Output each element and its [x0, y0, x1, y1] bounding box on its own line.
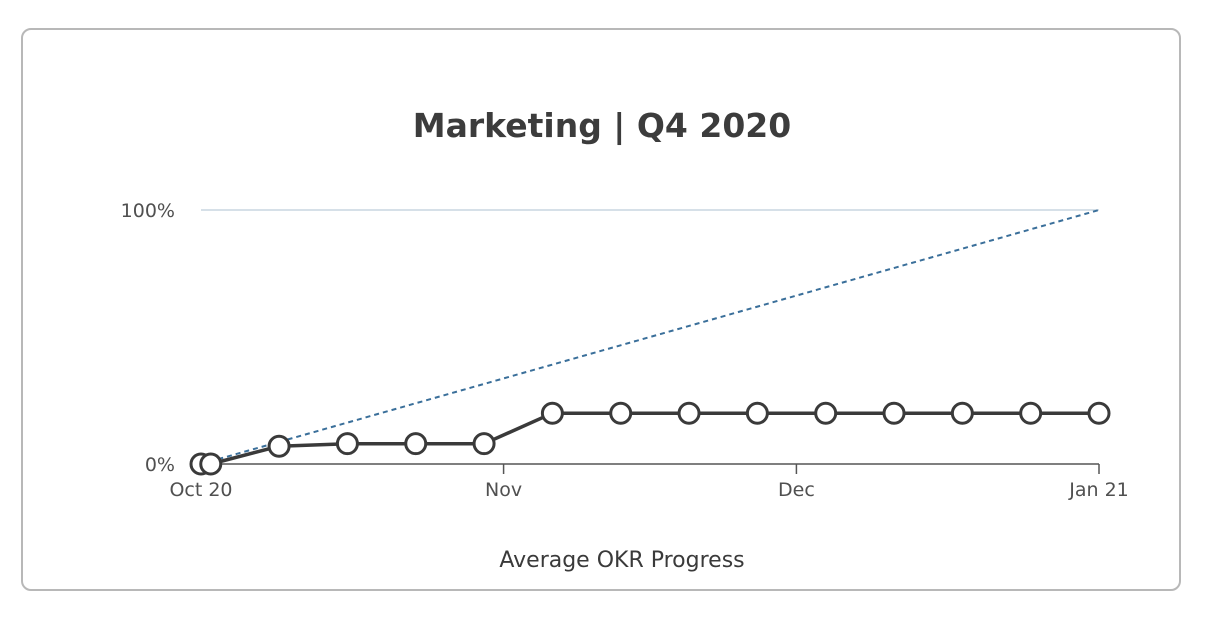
chart-card — [21, 28, 1181, 591]
series-line-1 — [200, 209, 1100, 465]
data-point-12[interactable] — [950, 401, 974, 425]
y-tick-label-0: 0% — [145, 454, 175, 476]
data-point-10[interactable] — [814, 401, 838, 425]
data-point-5[interactable] — [472, 432, 496, 456]
y-axis-ticks: 0% 100% — [121, 200, 175, 476]
data-point-8[interactable] — [677, 401, 701, 425]
data-point-14[interactable] — [1087, 401, 1111, 425]
data-point-7[interactable] — [609, 401, 633, 425]
data-point-6[interactable] — [540, 401, 564, 425]
data-point-2[interactable] — [267, 434, 291, 458]
y-tick-label-1: 100% — [121, 200, 175, 222]
data-point-1[interactable] — [199, 452, 223, 476]
data-point-13[interactable] — [1019, 401, 1043, 425]
data-point-3[interactable] — [335, 432, 359, 456]
x-tick-label-3: Jan 21 — [1068, 479, 1129, 501]
x-tick-label-1: Nov — [485, 479, 522, 501]
x-axis-ticks: Oct 20 Nov Dec Jan 21 — [169, 464, 1129, 501]
x-tick-label-2: Dec — [778, 479, 815, 501]
data-point-9[interactable] — [745, 401, 769, 425]
x-axis-label: Average OKR Progress — [499, 548, 744, 573]
x-tick-label-0: Oct 20 — [169, 479, 232, 501]
chart-title: Marketing | Q4 2020 — [413, 106, 791, 145]
data-point-4[interactable] — [404, 432, 428, 456]
series-layer — [189, 209, 1111, 476]
data-point-11[interactable] — [882, 401, 906, 425]
